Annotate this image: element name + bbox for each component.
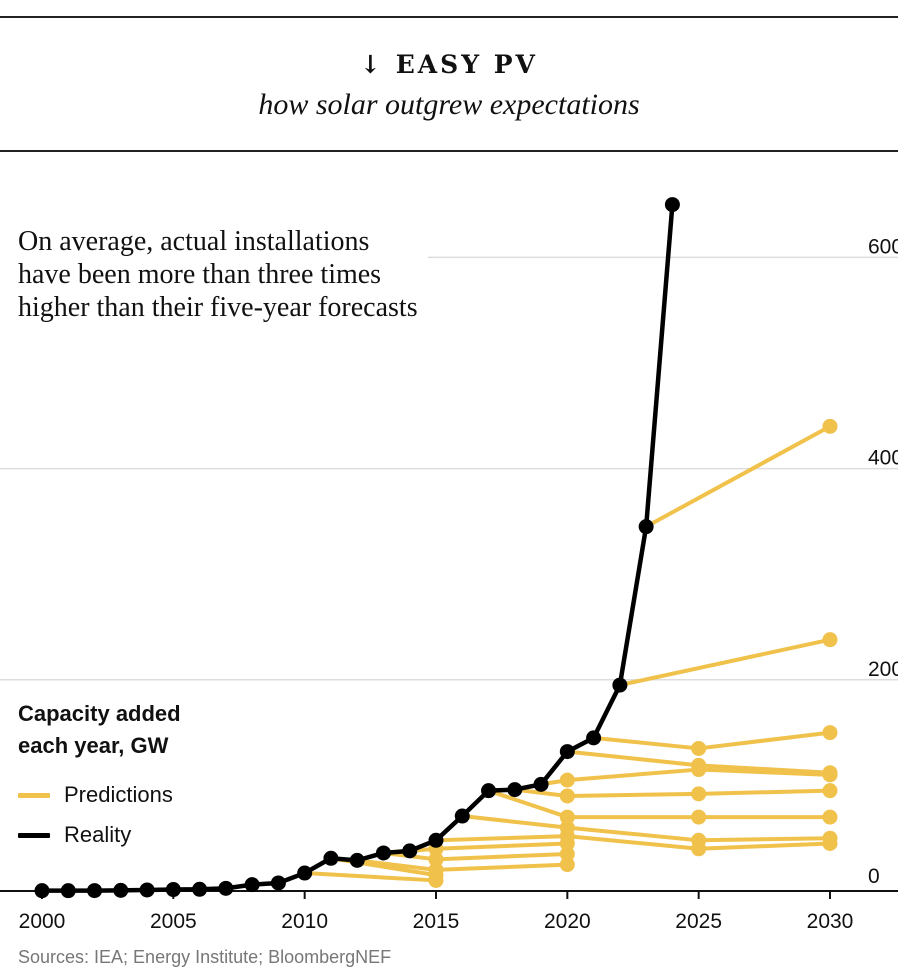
prediction-point xyxy=(559,772,575,788)
prediction-line xyxy=(539,767,832,787)
reality-point xyxy=(192,881,208,897)
prediction-point xyxy=(822,418,838,434)
prediction-point xyxy=(428,851,444,867)
prediction-point xyxy=(691,832,707,848)
x-tick-label: 2020 xyxy=(544,910,591,933)
reality-point xyxy=(402,843,418,859)
prediction-line xyxy=(486,788,832,820)
legend-item-predictions: Predictions xyxy=(18,781,173,809)
legend-swatch-predictions xyxy=(18,792,50,798)
prediction-point xyxy=(822,765,838,781)
reality-point xyxy=(612,677,628,693)
x-tick-label: 2010 xyxy=(281,910,328,933)
prediction-point xyxy=(559,809,575,825)
reality-point xyxy=(533,776,549,792)
prediction-point xyxy=(822,809,838,825)
header-rule xyxy=(0,150,898,152)
prediction-point xyxy=(822,632,838,648)
prediction-point xyxy=(559,857,575,873)
legend-label-reality: Reality xyxy=(64,822,132,847)
prediction-line xyxy=(302,871,438,883)
prediction-line xyxy=(512,787,832,798)
prediction-point xyxy=(428,862,444,878)
reality-point xyxy=(375,845,391,861)
prediction-point xyxy=(822,783,838,799)
prediction-line xyxy=(591,730,832,751)
prediction-line xyxy=(460,814,832,843)
y-tick-label: 200 xyxy=(868,658,898,681)
chart-kicker: ↓ EASY PV xyxy=(360,50,538,79)
reality-point xyxy=(428,832,444,848)
x-tick-label: 2005 xyxy=(150,910,197,933)
reality-point xyxy=(34,883,50,899)
chart-subtitle: how solar outgrew expectations xyxy=(258,88,640,121)
reality-point xyxy=(664,197,680,213)
x-tick-label: 2015 xyxy=(413,910,460,933)
reality-point xyxy=(638,519,654,535)
reality-point xyxy=(218,880,234,896)
reality-point xyxy=(297,865,313,881)
prediction-point xyxy=(559,846,575,862)
reality-point xyxy=(349,852,365,868)
legend-item-reality: Reality xyxy=(18,821,131,849)
top-rule xyxy=(0,16,898,18)
reality-point xyxy=(507,782,523,798)
y-tick-label: 600 xyxy=(868,235,898,258)
x-tick-label: 2030 xyxy=(807,910,854,933)
line-chart: 0 200 400 600 2000 2005 2010 2015 2020 2025 2030 xyxy=(0,197,898,933)
reality-point xyxy=(559,744,575,760)
prediction-point xyxy=(691,740,707,756)
prediction-line xyxy=(434,834,832,851)
reality-point xyxy=(165,882,181,898)
reality-point xyxy=(113,882,129,898)
prediction-point xyxy=(559,820,575,836)
reality-point xyxy=(454,808,470,824)
y-tick-label: 400 xyxy=(868,447,898,470)
prediction-line xyxy=(617,637,832,688)
x-tick-label: 2025 xyxy=(675,910,722,933)
legend-label-predictions: Predictions xyxy=(64,782,173,807)
prediction-point xyxy=(822,725,838,741)
reality-point xyxy=(323,850,339,866)
prediction-point xyxy=(559,788,575,804)
legend-title: Capacity added each year, GW xyxy=(18,701,181,758)
reality-point xyxy=(139,882,155,898)
reality-point xyxy=(87,883,103,899)
prediction-point xyxy=(691,786,707,802)
reality-point xyxy=(481,783,497,799)
reality-point xyxy=(244,877,260,893)
chart-annotation: On average, actual installations have be… xyxy=(18,226,418,323)
legend-swatch-reality xyxy=(18,832,50,838)
y-tick-label: 0 xyxy=(868,865,880,888)
reality-point xyxy=(270,875,286,891)
prediction-point xyxy=(822,830,838,846)
prediction-point xyxy=(691,809,707,825)
source-note: Sources: IEA; Energy Institute; Bloomber… xyxy=(18,947,392,967)
reality-point xyxy=(586,730,602,746)
prediction-point xyxy=(691,757,707,773)
reality-point xyxy=(60,883,76,899)
x-tick-label: 2000 xyxy=(19,910,66,933)
prediction-line xyxy=(644,424,832,529)
